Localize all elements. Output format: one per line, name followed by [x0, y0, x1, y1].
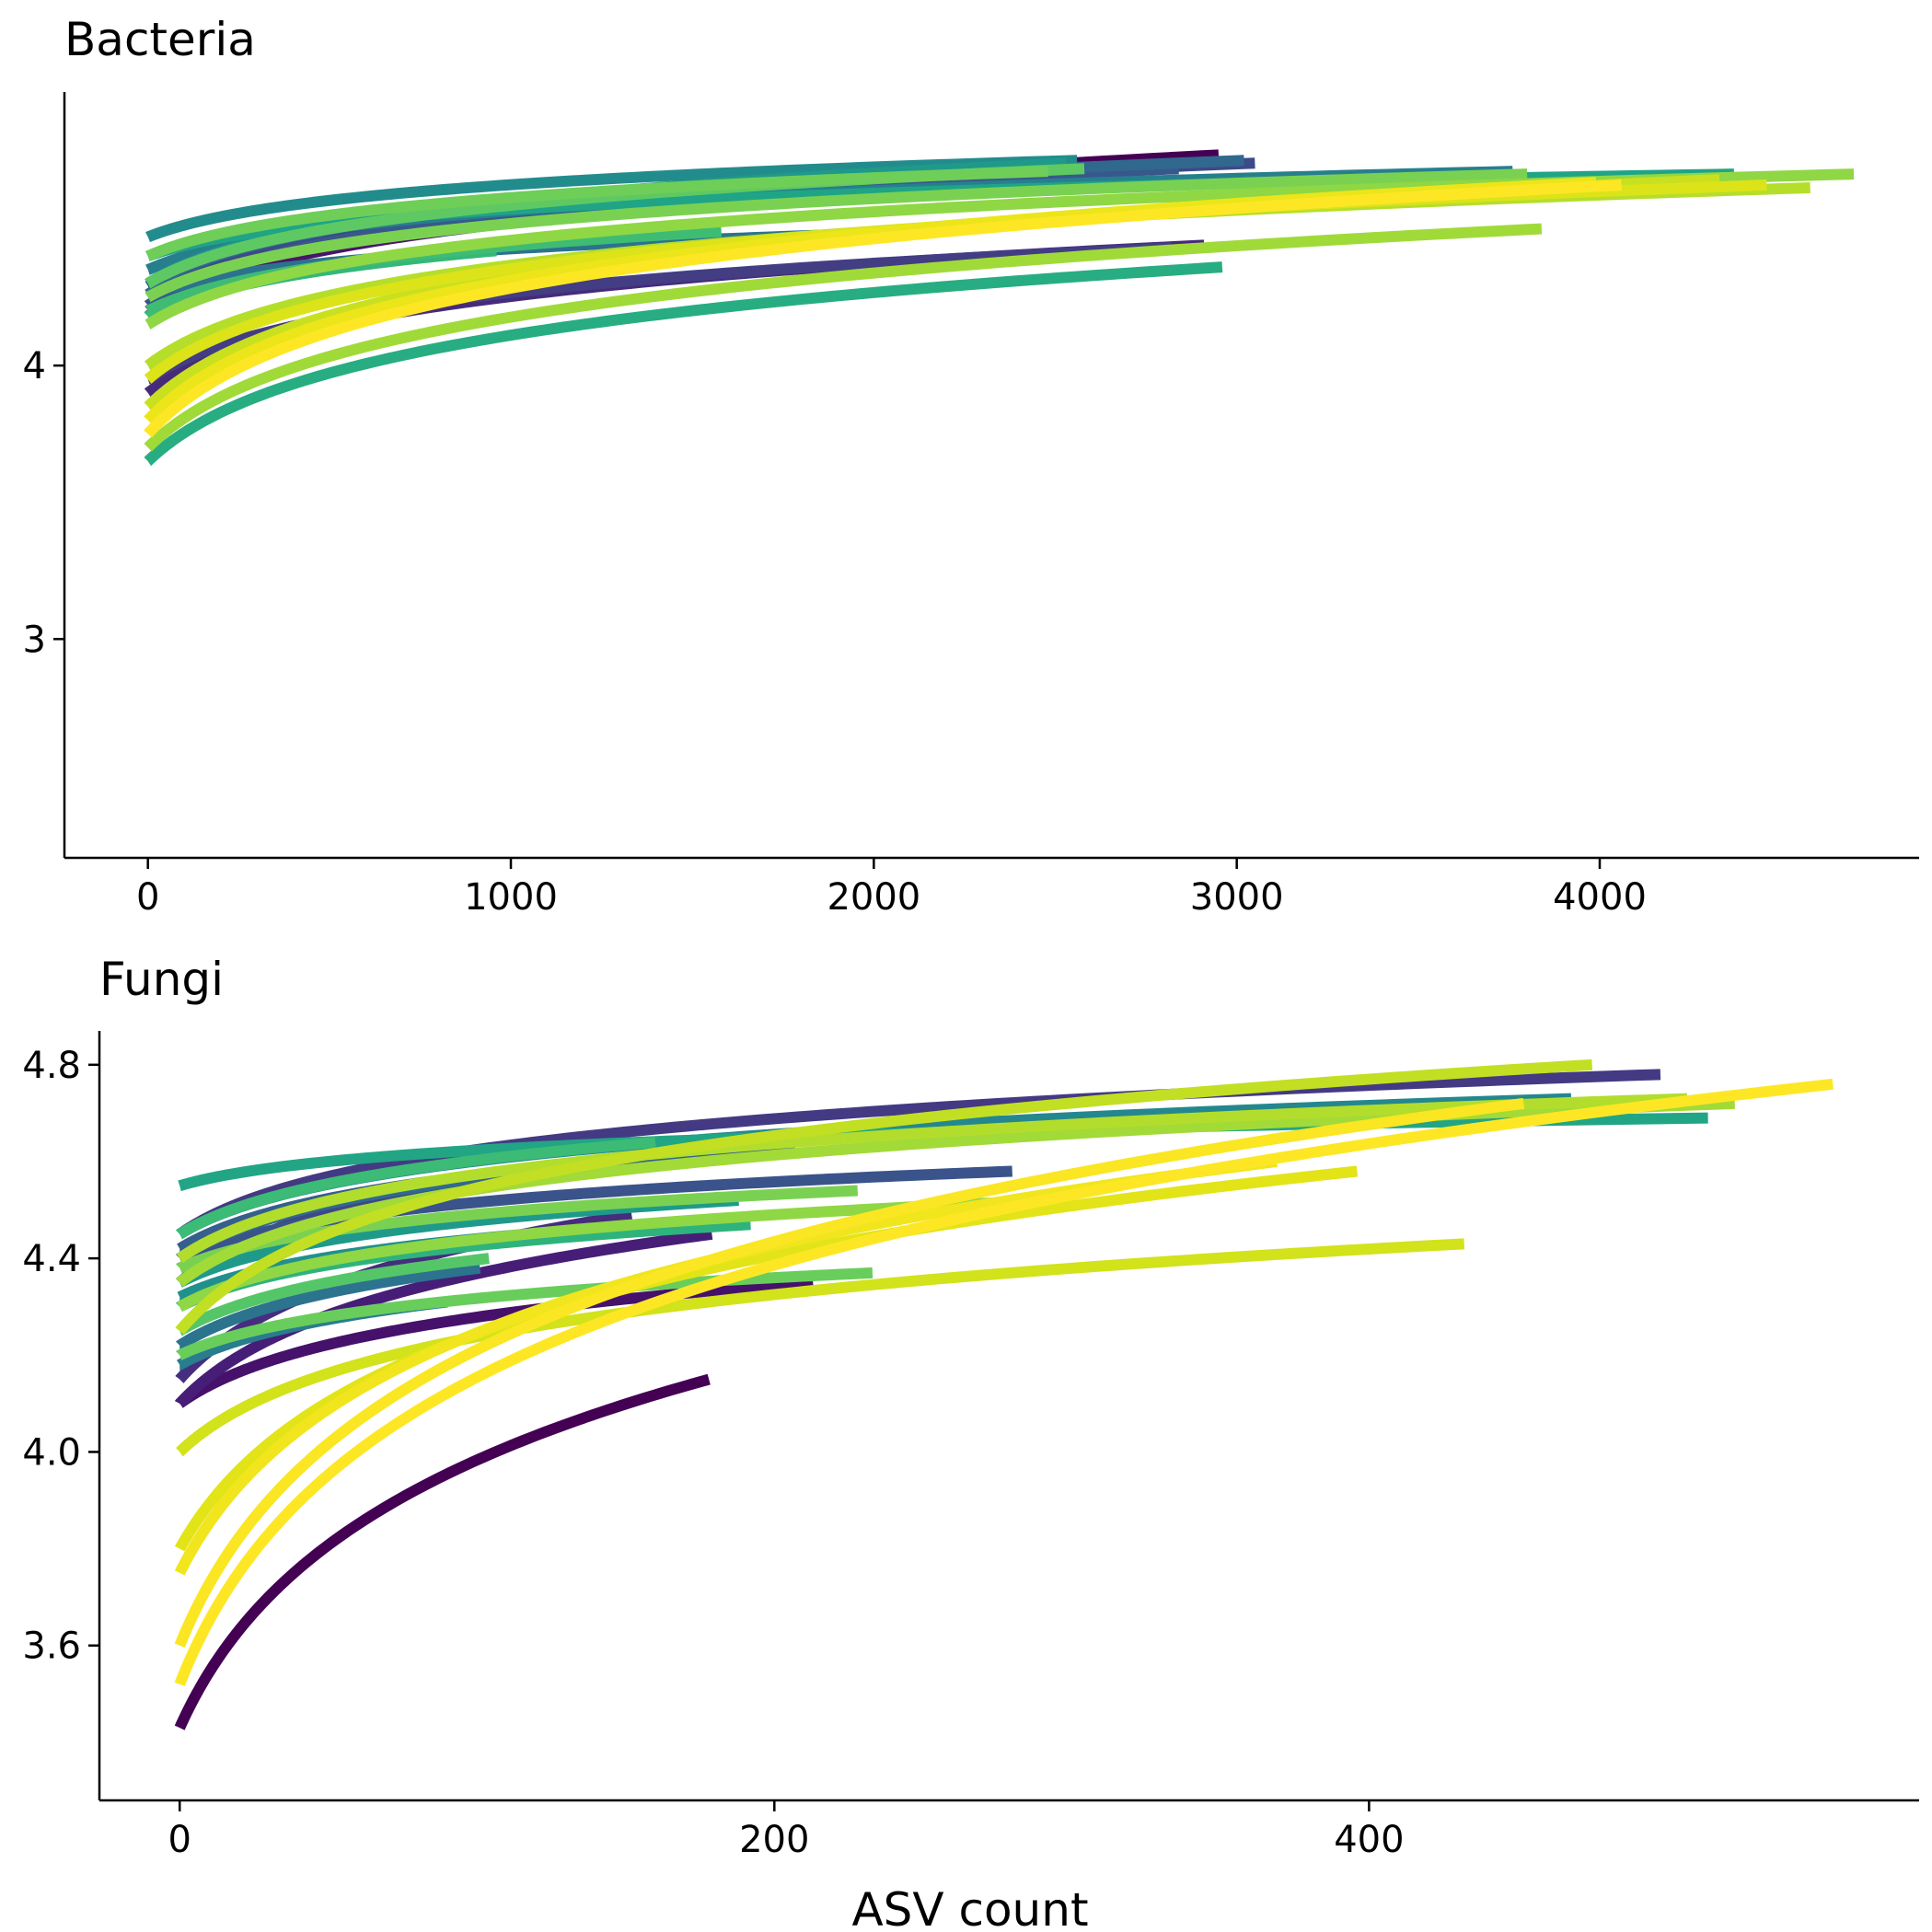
fungi-curves [174, 1059, 1834, 1734]
fungi-x-ticks: 0 200 400 [168, 1800, 1405, 1861]
bacteria-series-line-17 [142, 166, 1048, 262]
bacteria-series-line-25 [142, 179, 1622, 440]
bacteria-series-line-13 [142, 261, 1223, 468]
fungi-title: Fungi [99, 953, 224, 1006]
bacteria-x-tick-label: 0 [136, 876, 159, 919]
fungi-series-line-29 [174, 1097, 1525, 1651]
bacteria-series-line-18 [142, 168, 1528, 303]
fungi-series-line-1 [174, 1373, 711, 1734]
fungi-series-line-28 [174, 1078, 1834, 1690]
bacteria-panel: Bacteria 0 1000 2000 3000 4000 34 [23, 13, 1919, 919]
fungi-y-ticks: 3.6 4.0 4.4 4.8 [22, 1045, 99, 1668]
bacteria-x-tick-label: 1000 [464, 876, 558, 919]
fungi-series-line-24 [174, 1059, 1593, 1336]
x-axis-title: ASV count [851, 1883, 1088, 1932]
fungi-series-line-21 [174, 1195, 1051, 1313]
fungi-series-line-10 [174, 1262, 481, 1351]
fungi-x-tick-label: 200 [739, 1819, 809, 1861]
bacteria-curves [142, 149, 1855, 468]
bacteria-x-tick-label: 3000 [1190, 876, 1284, 919]
bacteria-series-line-10 [142, 155, 1078, 243]
fungi-series-line-17 [174, 1136, 656, 1240]
bacteria-y-tick-label: 3 [23, 619, 46, 661]
fungi-y-tick-label: 4.8 [22, 1045, 81, 1087]
fungi-x-tick-label: 400 [1334, 1819, 1404, 1861]
bacteria-series-line-20 [142, 223, 1543, 454]
fungi-x-tick-label: 0 [168, 1819, 191, 1861]
bacteria-y-tick-label: 4 [23, 345, 46, 388]
fungi-series-line-23 [174, 1093, 1688, 1265]
bacteria-x-ticks: 0 1000 2000 3000 4000 [136, 858, 1647, 919]
bacteria-title: Bacteria [64, 13, 256, 66]
bacteria-x-tick-label: 4000 [1553, 876, 1647, 919]
bacteria-x-tick-label: 2000 [827, 876, 920, 919]
bacteria-series-line-19 [142, 168, 1855, 330]
fungi-y-tick-label: 3.6 [22, 1625, 81, 1668]
fungi-y-tick-label: 4.4 [22, 1238, 81, 1280]
fungi-series-line-27 [174, 1156, 1278, 1579]
fungi-panel: Fungi 0 200 400 3.6 4.0 4.4 4.8 [22, 953, 1919, 1861]
fungi-y-tick-label: 4.0 [22, 1431, 81, 1474]
bacteria-y-ticks: 34 [23, 345, 64, 661]
